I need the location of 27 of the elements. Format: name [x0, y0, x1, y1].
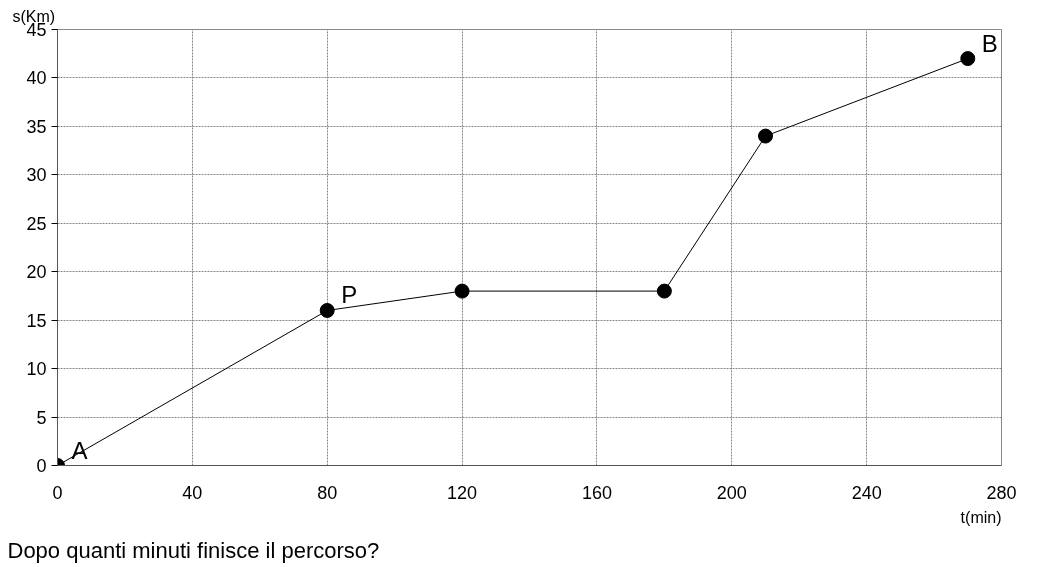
x-tick-label: 80: [317, 482, 338, 503]
y-tick-label: 10: [26, 359, 47, 380]
y-tick-label: 35: [26, 116, 47, 137]
x-tick-label: 200: [716, 482, 747, 503]
point: [319, 302, 335, 318]
y-tick-label: 15: [26, 310, 47, 331]
y-axis-title: s(Km): [12, 7, 56, 25]
y-tick-label: 5: [36, 407, 47, 428]
x-tick-label: 40: [182, 482, 203, 503]
x-tick-label: 280: [986, 482, 1017, 503]
y-tick-label: 30: [26, 165, 47, 186]
annotation: P: [341, 281, 358, 309]
x-tick-label: 0: [52, 482, 63, 503]
annotation: B: [981, 29, 998, 57]
x-tick-label: 240: [851, 482, 882, 503]
y-tick-label: 0: [36, 456, 47, 476]
point: [758, 128, 773, 144]
x-tick-label: 160: [581, 482, 612, 503]
point: [454, 283, 470, 299]
x-axis-title: t(min): [960, 508, 1002, 526]
x-tick-label: 120: [447, 482, 478, 503]
point: [960, 51, 976, 67]
text: Dopo quanti minuti finisce il percorso?: [7, 537, 380, 563]
point: [656, 283, 672, 299]
y-tick-label: 25: [26, 213, 47, 234]
y-tick-label: 20: [26, 262, 47, 283]
y-tick-label: 40: [26, 68, 47, 89]
